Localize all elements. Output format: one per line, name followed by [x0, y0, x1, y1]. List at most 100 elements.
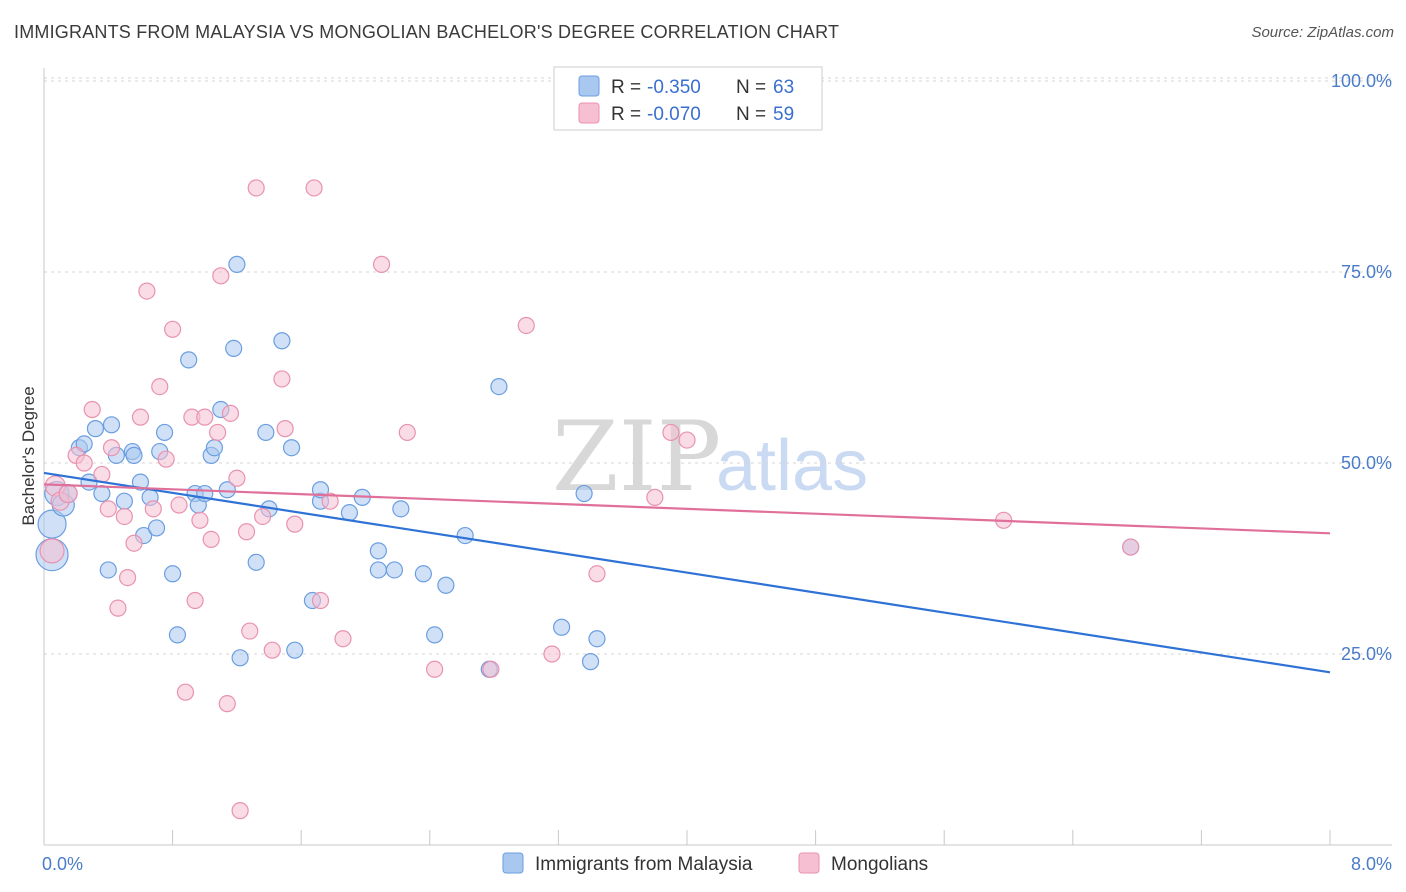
y-tick-label: 50.0%	[1341, 453, 1392, 473]
data-point-malaysia	[369, 561, 387, 579]
trend-lines	[43, 471, 1331, 674]
data-point-malaysia	[340, 504, 359, 522]
correlation-legend: R = -0.350 N = 63 R = -0.070 N = 59	[553, 66, 823, 131]
tick-labels: 25.0% 50.0% 75.0% 100.0% 0.0% 8.0%	[42, 71, 1392, 874]
data-point-malaysia	[456, 526, 474, 545]
data-point-mongolians	[102, 439, 121, 457]
data-point-malaysia	[115, 492, 133, 510]
data-point-malaysia	[369, 542, 387, 560]
data-point-malaysia	[99, 561, 117, 579]
data-point-mongolians	[517, 316, 535, 335]
data-point-mongolians	[191, 511, 209, 529]
grid	[44, 77, 1392, 655]
data-point-malaysia	[257, 423, 275, 442]
data-point-malaysia	[282, 439, 301, 457]
data-point-mongolians	[170, 496, 188, 514]
data-point-mongolians	[247, 179, 265, 197]
data-point-mongolians	[118, 568, 137, 587]
data-point-mongolians	[276, 420, 294, 438]
data-point-mongolians	[241, 622, 259, 640]
data-point-mongolians	[75, 454, 93, 472]
data-point-malaysia	[490, 378, 508, 396]
legend-n-label: N =	[736, 77, 766, 98]
data-point-mongolians	[305, 179, 323, 197]
data-point-mongolians	[138, 282, 156, 300]
data-point-mongolians	[131, 408, 150, 426]
data-point-malaysia	[205, 439, 223, 457]
data-point-mongolians	[398, 423, 416, 442]
data-point-mongolians	[321, 492, 339, 510]
data-point-malaysia	[168, 626, 187, 644]
data-point-mongolians	[237, 523, 256, 541]
axes	[43, 68, 1392, 846]
data-point-mongolians	[157, 450, 175, 468]
data-point-malaysia	[125, 446, 143, 464]
data-point-malaysia	[131, 473, 150, 491]
data-point-malaysia	[437, 576, 455, 594]
source-label: Source: ZipAtlas.com	[1251, 24, 1394, 41]
data-point-malaysia	[247, 553, 265, 571]
data-point-mongolians	[482, 660, 500, 678]
data-point-malaysia	[155, 423, 174, 442]
data-point-mongolians	[109, 599, 127, 617]
legend-n-value: 59	[773, 104, 794, 125]
watermark-atlas: atlas	[716, 426, 868, 506]
y-tick-label: 25.0%	[1341, 644, 1392, 664]
data-point-malaysia	[575, 484, 593, 503]
data-point-malaysia	[37, 509, 67, 539]
data-point-malaysia	[426, 626, 444, 644]
legend-n-value: 63	[773, 77, 794, 98]
data-point-mongolians	[221, 404, 240, 422]
legend-r-label: R =	[611, 77, 641, 98]
data-point-malaysia	[93, 484, 111, 503]
data-point-malaysia	[392, 500, 410, 518]
data-point-mongolians	[311, 591, 330, 610]
data-point-mongolians	[83, 400, 101, 419]
legend-swatch-blue	[578, 75, 600, 97]
series-legend-swatch-malaysia	[502, 852, 524, 874]
x-tick-label-max: 8.0%	[1351, 854, 1392, 874]
data-point-mongolians	[58, 483, 78, 504]
data-point-malaysia	[228, 255, 246, 273]
series-legend-swatch-mongolians	[798, 852, 820, 874]
data-points	[35, 179, 1140, 820]
data-point-mongolians	[286, 515, 304, 533]
data-point-malaysia	[553, 618, 571, 636]
data-point-malaysia	[86, 420, 105, 438]
legend-n-label: N =	[736, 104, 766, 125]
data-point-mongolians	[186, 591, 204, 610]
trend-line-malaysia	[43, 471, 1331, 674]
data-point-malaysia	[218, 481, 236, 499]
data-point-mongolians	[176, 683, 195, 701]
legend-r-value: -0.070	[647, 104, 701, 125]
legend-r-value: -0.350	[647, 77, 701, 98]
data-point-mongolians	[543, 645, 561, 663]
data-point-mongolians	[662, 423, 680, 442]
series-legend-label-mongolians: Mongolians	[831, 854, 928, 875]
data-point-mongolians	[209, 423, 227, 442]
data-point-malaysia	[225, 339, 243, 357]
data-point-malaysia	[414, 565, 432, 583]
data-point-mongolians	[588, 565, 606, 583]
data-point-mongolians	[202, 530, 220, 549]
data-point-malaysia	[581, 653, 600, 671]
data-point-mongolians	[144, 500, 162, 518]
data-point-mongolians	[426, 660, 444, 678]
trend-line-mongolians	[43, 483, 1331, 535]
legend-swatch-pink	[578, 102, 600, 124]
data-point-malaysia	[231, 649, 249, 667]
data-point-mongolians	[372, 255, 391, 273]
data-point-malaysia	[102, 416, 121, 434]
data-point-malaysia	[588, 630, 606, 648]
data-point-mongolians	[1122, 538, 1140, 556]
y-tick-label: 75.0%	[1341, 262, 1392, 282]
data-point-mongolians	[646, 488, 664, 506]
data-point-mongolians	[231, 802, 249, 820]
series-legend: Immigrants from Malaysia Mongolians	[502, 852, 928, 875]
data-point-malaysia	[180, 351, 198, 369]
data-point-malaysia	[273, 332, 291, 350]
data-point-mongolians	[99, 500, 117, 518]
data-point-mongolians	[151, 378, 169, 396]
data-point-mongolians	[263, 641, 281, 659]
